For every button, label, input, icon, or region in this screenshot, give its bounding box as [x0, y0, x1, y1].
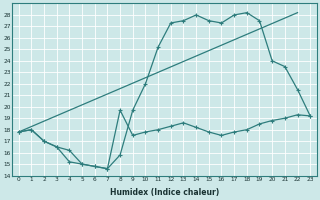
X-axis label: Humidex (Indice chaleur): Humidex (Indice chaleur)	[110, 188, 219, 197]
